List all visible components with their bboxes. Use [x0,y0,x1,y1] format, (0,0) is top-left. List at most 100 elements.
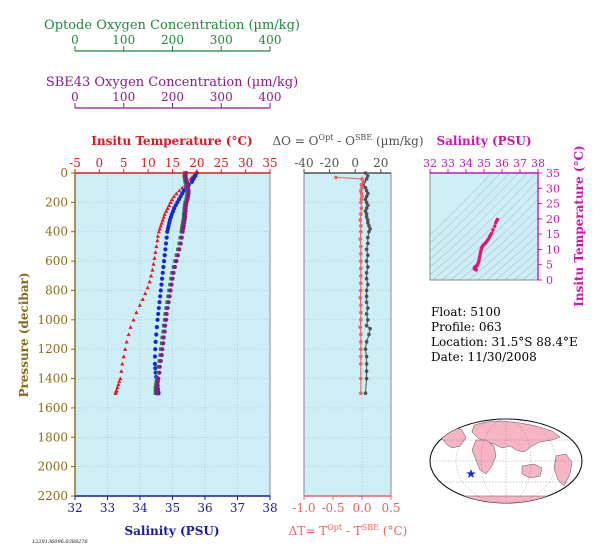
salinity-series-point [156,305,161,311]
ts-isopycnal [450,199,538,280]
delta-t-series-point [334,175,338,180]
sbe43-series-point [166,300,171,305]
ts-isopycnal [441,189,538,280]
salinity-series-point [163,241,169,246]
delta-o-series-point [363,391,368,396]
ts-isopycnal [513,259,538,280]
temperature-series-point [140,297,145,301]
delta-o-series-point [367,229,371,234]
delta-t-series-point [359,206,364,211]
salinity-series-point [152,354,158,359]
temperature-axis-tick-label: -5 [69,156,81,170]
delta-o-series-point [364,200,369,205]
salinity-series-point [154,332,159,337]
delta-t-series-point [359,251,363,256]
temperature-series-point [123,347,128,351]
sbe43-axis-tick-label: 200 [161,90,184,104]
pressure-axis-tick-label: 2000 [37,460,68,474]
sbe43-series-point [161,341,166,346]
sbe43-series-point [183,212,188,217]
delta-t-series-point [358,295,363,300]
difference-panel: ΔO = OOpt - OSBE (µm/kg) -40 -20 0 20 ΔT= T… [272,133,423,538]
temperature-series-point [155,238,160,243]
delta-o-series-point [364,294,369,299]
sbe43-series-point [172,264,178,270]
delta-t-axis-tick-label: 0.5 [381,501,400,515]
salinity-axis-tick-label: 35 [165,501,180,515]
temperature-series-point [131,317,136,322]
delta-t-series-point [359,188,363,193]
salinity-series-point [164,235,169,240]
delta-o-series-point [366,174,370,178]
temperature-series-point [168,200,173,205]
temperature-series-point [143,291,148,296]
sbe43-series-point [169,282,174,287]
salinity-axis-tick-label: 32 [67,501,82,515]
delta-o-series-point [366,221,370,225]
temperature-series-point [152,256,157,260]
delta-t-series-point [359,340,363,344]
delta-t-series-point [359,197,364,202]
delta-o-series-point [364,206,369,211]
sbe43-series-point [164,317,169,322]
salinity-series-point [189,179,195,184]
delta-o-series-point [368,326,372,331]
salinity-axis-tick-label: 38 [262,501,277,515]
salinity-series-point [161,264,166,270]
delta-t-series-point [358,218,363,222]
temperature-series-point [188,176,193,181]
delta-t-series-point [359,288,363,293]
delta-o-series-point [364,259,369,263]
temperature-series-point [153,250,158,254]
salinity-axis-tick-label: 36 [197,501,212,515]
delta-o-series-point [367,224,371,228]
salinity-series-point [153,366,158,371]
temperature-series-point [177,188,182,193]
temperature-series-point [113,391,118,395]
footnote: 1229136096.0388276 [32,539,88,545]
ts-isopycnal [522,266,538,280]
sbe43-series-point [179,235,184,240]
delta-t-series-point [359,310,363,315]
sbe43-series-point [154,385,159,390]
salinity-series-point [160,276,165,281]
temperature-series-point [134,310,139,315]
delta-o-series-point [366,203,370,208]
temperature-series-point [162,212,167,216]
delta-t-series-point [359,224,363,228]
delta-o-series-point [364,247,369,252]
sbe43-series-point [174,258,179,264]
delta-t-series-point [360,177,364,181]
temperature-series-point [118,376,123,381]
sbe43-series-point [171,270,176,275]
ts-salinity-axis-tick-label: 38 [531,157,545,170]
temperature-axis-tick-label: 20 [189,156,204,170]
delta-o-series-point [364,376,369,381]
sbe43-series-point [168,288,173,293]
delta-t-series-point [359,182,364,187]
ts-series-point [493,224,497,228]
sbe43-axis-tick-label: 400 [259,90,282,104]
float-location-marker [466,469,476,478]
delta-o-series-point [364,312,369,316]
ts-temperature-axis-tick-label: 35 [546,167,560,180]
temperature-series-point [124,339,129,344]
pressure-axis-tick-label: 1400 [37,372,68,386]
temperature-series-point [171,194,177,199]
ts-isopycnal [477,225,538,280]
ts-salinity-axis-tick-label: 32 [423,157,437,170]
delta-t-series-point [359,318,363,322]
temperature-series-point [156,229,161,234]
optode-axis-tick-label: 400 [259,33,282,47]
salinity-series-point [158,294,163,299]
delta-t-axis-tick-label: -1.0 [292,501,315,515]
delta-t-series-point [359,303,363,307]
sbe43-series-point [162,329,167,334]
optode-axis-tick-label: 200 [161,33,184,47]
ts-isopycnal [504,251,538,280]
ts-isopycnal [486,234,538,280]
delta-o-axis-tick-label: -40 [294,156,313,170]
temperature-axis-tick-label: 0 [96,156,104,170]
delta-t-axis-title: ΔT= TOpt - TSBE (°C) [289,523,408,538]
temperature-series-point [180,185,185,190]
